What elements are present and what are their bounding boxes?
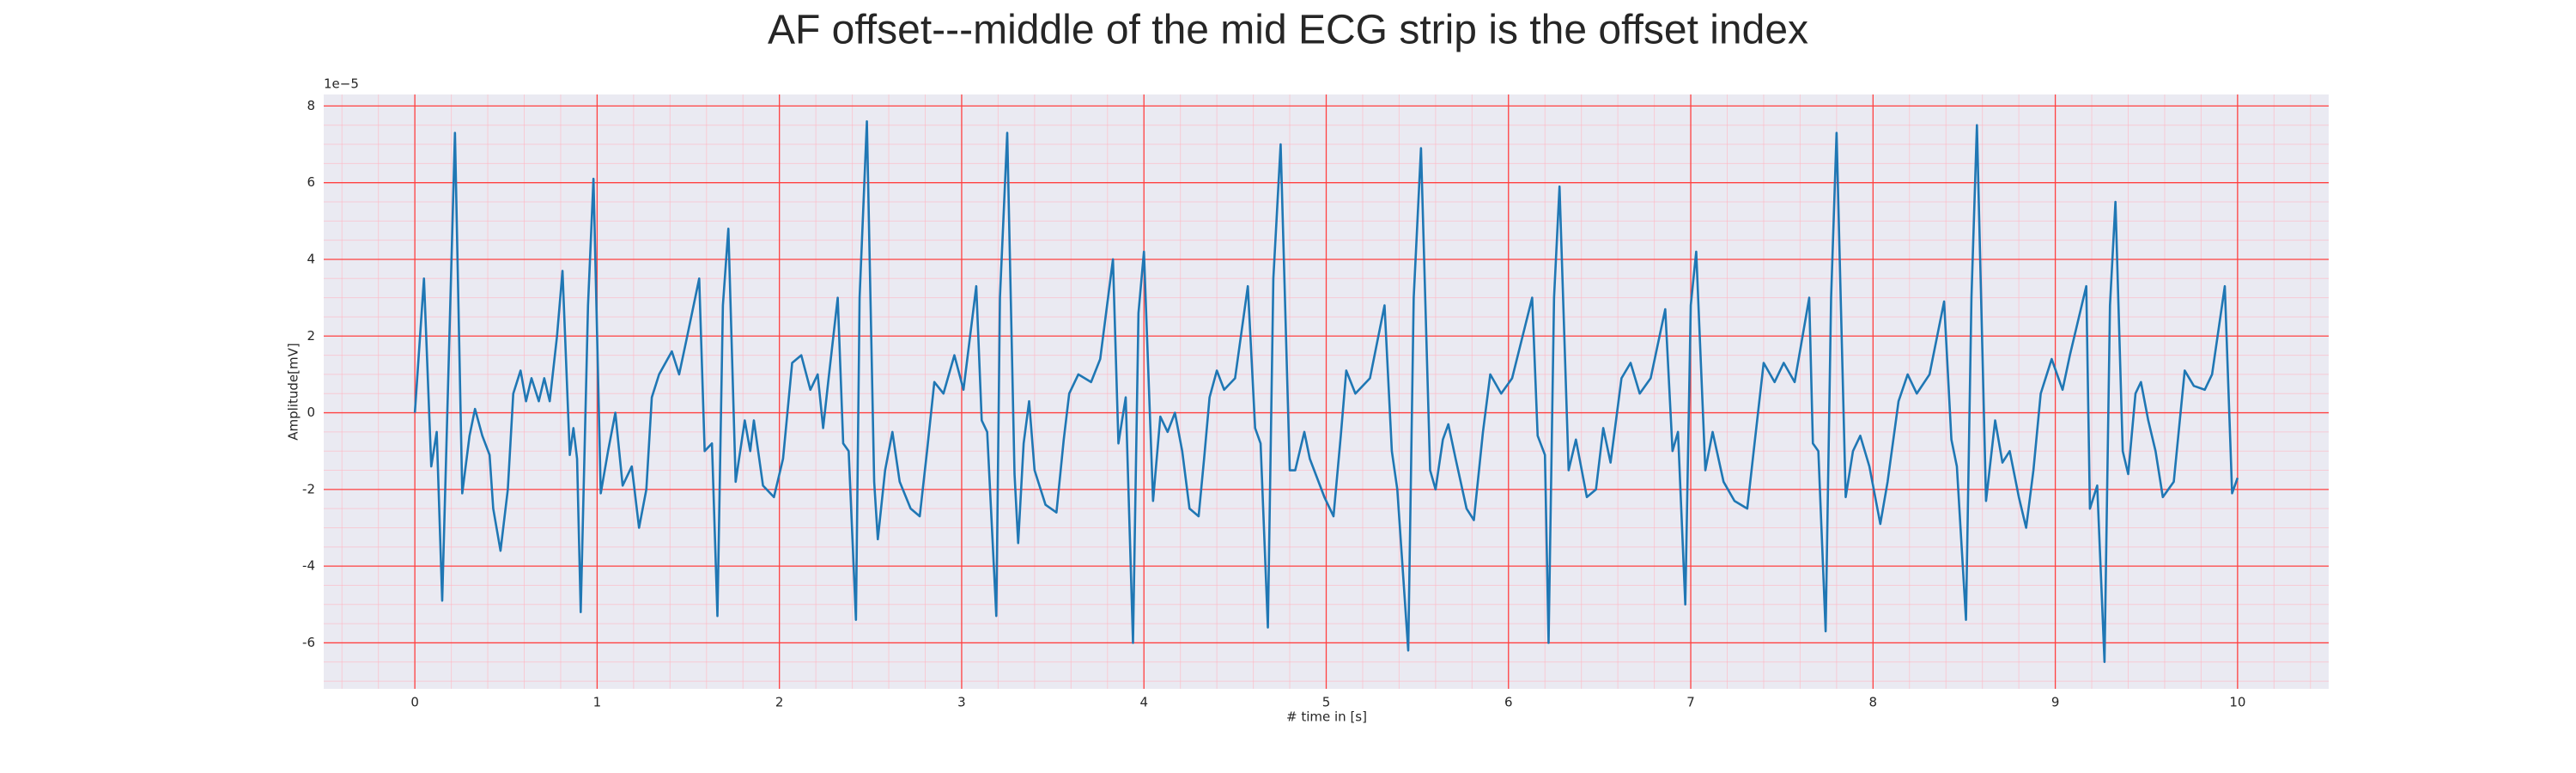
x-axis-label: # time in [s] <box>1286 709 1367 725</box>
y-offset-label: 1e−5 <box>324 76 359 92</box>
y-tick-label: 4 <box>307 251 315 266</box>
y-tick-label: -6 <box>302 635 315 650</box>
x-tick-label: 0 <box>410 695 419 710</box>
y-tick-label: 8 <box>307 98 315 113</box>
y-tick-label: -4 <box>302 558 315 574</box>
x-tick-label: 7 <box>1686 695 1695 710</box>
x-tick-label: 4 <box>1139 695 1148 710</box>
y-axis-label: Amplitude[mV] <box>286 343 301 440</box>
x-tick-label: 10 <box>2229 695 2245 710</box>
ecg-line <box>413 119 2239 664</box>
y-tick-label: 6 <box>307 174 315 190</box>
y-tick-label: -2 <box>302 481 315 496</box>
chart-title: AF offset---middle of the mid ECG strip … <box>768 8 1808 53</box>
x-tick-label: 2 <box>775 695 784 710</box>
x-tick-label: 3 <box>957 695 966 710</box>
y-tick-label: 0 <box>307 405 315 420</box>
y-tick-label: 2 <box>307 328 315 344</box>
x-tick-label: 8 <box>1869 695 1878 710</box>
x-tick-label: 1 <box>593 695 602 710</box>
x-tick-label: 9 <box>2051 695 2060 710</box>
x-tick-label: 5 <box>1322 695 1331 710</box>
x-tick-label: 6 <box>1504 695 1513 710</box>
